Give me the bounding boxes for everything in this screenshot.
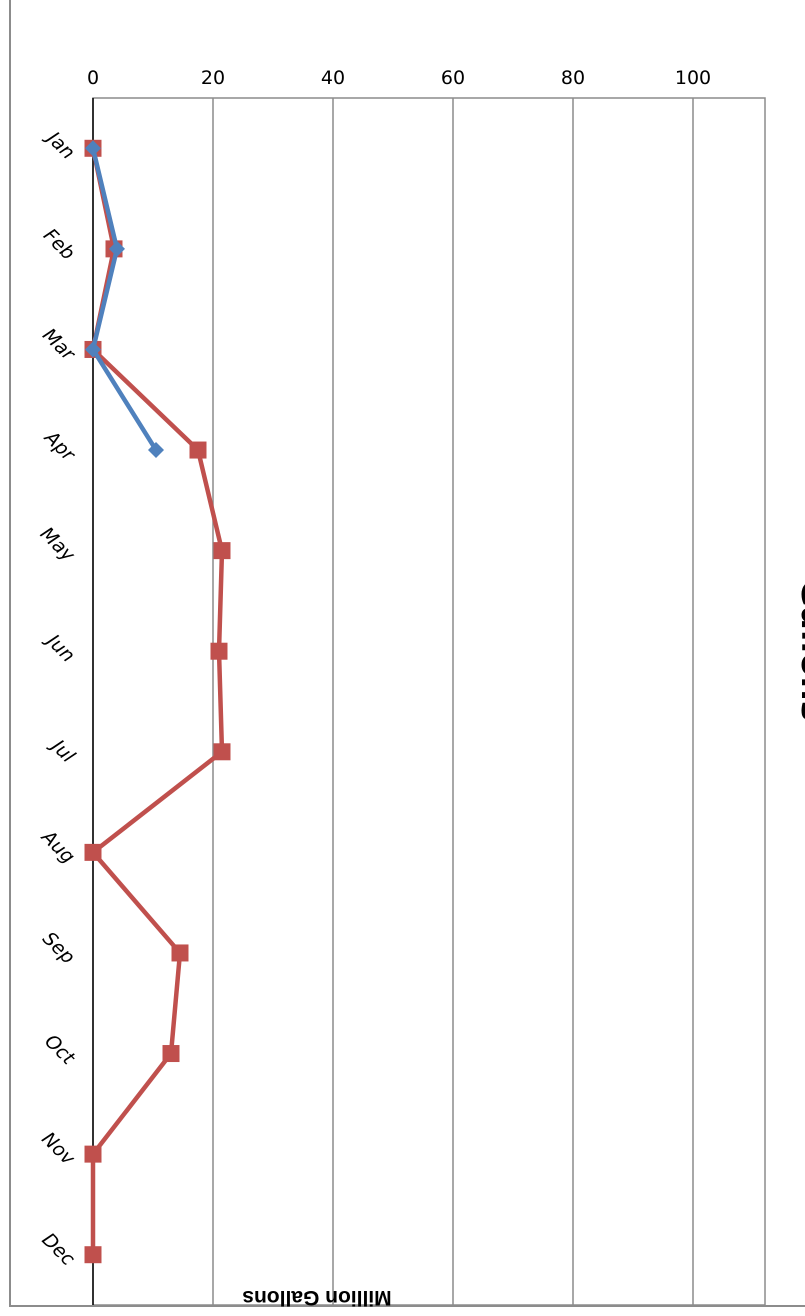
data-point <box>213 743 231 761</box>
data-point <box>162 1045 180 1063</box>
series-layer <box>84 139 231 1264</box>
data-point <box>84 1145 102 1163</box>
data-point <box>85 341 101 358</box>
data-point <box>148 442 164 459</box>
y-tick-label: 100 <box>675 67 711 89</box>
y-tick-label: 80 <box>561 67 585 89</box>
y-tick-label: 40 <box>321 67 345 89</box>
data-point <box>85 140 101 157</box>
y-tick-label: 20 <box>201 67 225 89</box>
y-ticks: 0 20 40 60 80 100 <box>87 67 711 89</box>
series-line <box>90 147 158 452</box>
data-point <box>210 642 228 660</box>
chart-title: Gallons <box>793 579 805 721</box>
y-tick-label: 60 <box>441 67 465 89</box>
data-point <box>109 240 125 257</box>
data-point <box>189 441 207 459</box>
y-tick-label: 0 <box>87 67 99 89</box>
y-axis-label: Million Gallons <box>242 1286 391 1309</box>
data-point <box>84 1246 102 1264</box>
data-point <box>213 542 231 560</box>
gridlines <box>92 98 694 1305</box>
data-point <box>84 843 102 861</box>
data-point <box>171 944 189 962</box>
